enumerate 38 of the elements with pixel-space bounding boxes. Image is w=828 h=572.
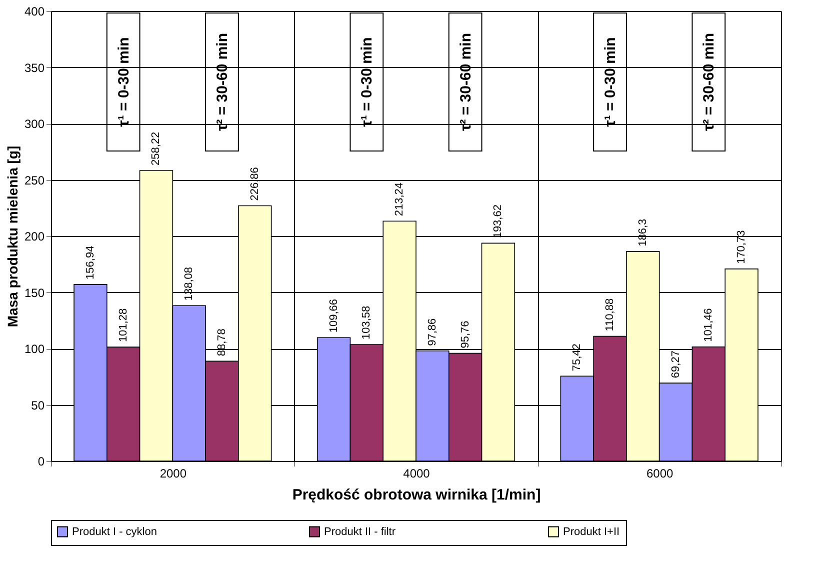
x-tick-label: 2000 [160,466,187,480]
data-label: 97,86 [426,318,438,346]
data-label: 186,3 [636,218,649,246]
data-label: 69,27 [670,350,682,378]
legend-label: Produkt II - filtr [324,526,396,538]
data-label: 109,66 [328,298,340,333]
y-tick-label: 50 [31,398,45,412]
legend-label: Produkt I+II [563,526,620,538]
y-tick-label: 200 [24,230,45,244]
data-label: 88,78 [216,328,228,356]
annotation: τ² = 30-60 min [214,33,231,131]
x-tick-label: 4000 [403,466,430,480]
y-tick-label: 350 [24,60,45,75]
y-tick-label: 300 [24,117,45,131]
data-label: 138,08 [183,267,196,301]
data-label: 95,76 [459,320,472,348]
y-tick-label: 100 [24,342,45,356]
data-label: 110,88 [604,298,616,332]
annotation: τ² = 30-60 min [457,33,474,131]
data-label: 258,22 [150,132,162,166]
data-label: 170,73 [736,230,748,264]
y-tick-label: 400 [24,4,45,18]
data-label: 226,86 [248,167,261,201]
y-tick-label: 250 [24,173,45,188]
x-axis-title: Prędkość obrotowa wirnika [1/min] [292,486,541,504]
data-label: 75,42 [571,344,584,372]
y-axis-title: Masa produktu mielenia [g] [4,146,20,328]
y-tick-label: 150 [24,286,45,300]
data-label: 101,46 [702,308,715,342]
annotation: τ² = 30-60 min [700,33,718,131]
data-label: 193,62 [492,204,504,238]
data-label: 213,24 [394,182,406,216]
data-label: 103,58 [360,306,373,340]
y-tick-label: 0 [38,454,45,468]
legend-label: Produkt I - cyklon [72,526,157,538]
x-tick-label: 6000 [646,466,674,480]
data-label: 156,94 [84,246,96,280]
data-label: 101,28 [117,308,130,342]
